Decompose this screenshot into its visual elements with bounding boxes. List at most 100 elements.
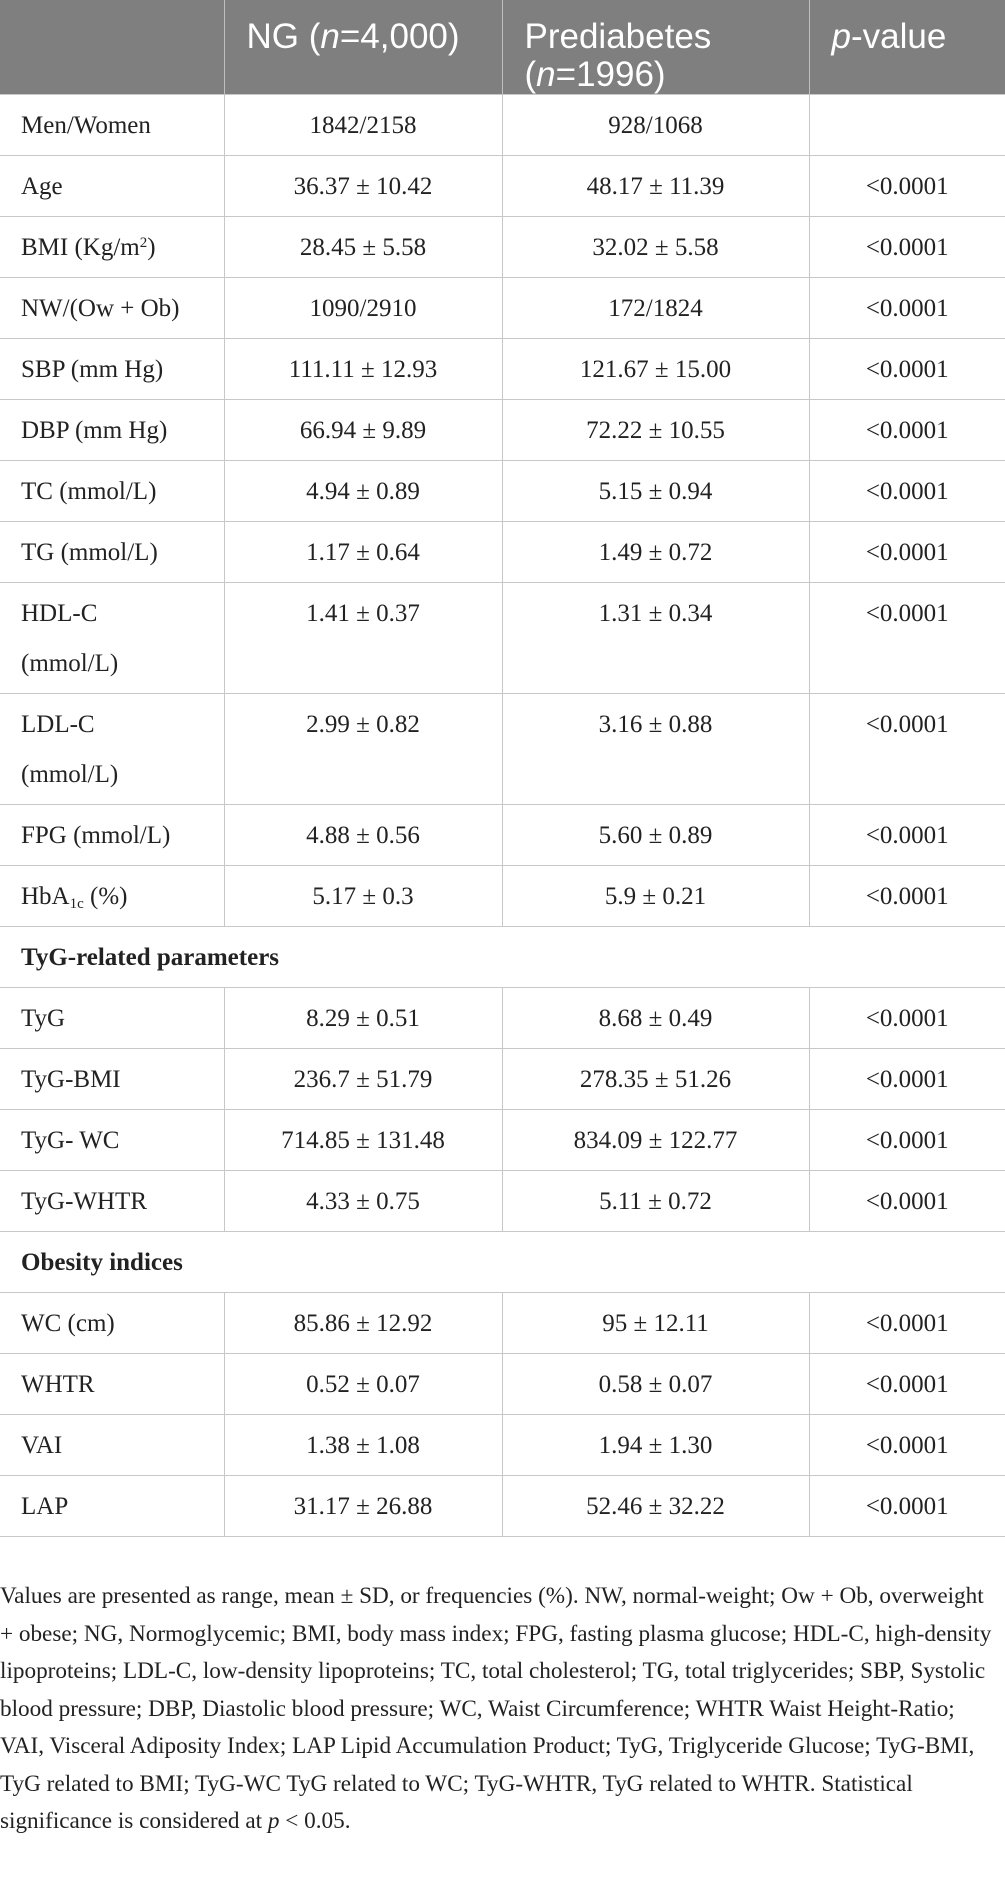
table-row: TC (mmol/L) 4.94 ± 0.89 5.15 ± 0.94 <0.0001 [0,460,1005,522]
header-cell-ng: NG (n=4,000) [224,0,503,95]
table-row: HbA1c (%) 5.17 ± 0.3 5.9 ± 0.21 <0.0001 [0,865,1005,927]
table-row: DBP (mm Hg) 66.94 ± 9.89 72.22 ± 10.55 <0.0… [0,399,1005,461]
ng-value: 28.45 ± 5.58 [223,216,503,278]
prediabetes-value: 928/1068 [501,94,810,156]
ng-value: 31.17 ± 26.88 [223,1475,503,1537]
prediabetes-value: 8.68 ± 0.49 [501,987,810,1049]
ng-value: 236.7 ± 51.79 [223,1048,503,1110]
ng-value: 1090/2910 [223,277,503,339]
prediabetes-value: 1.31 ± 0.34 [501,582,810,694]
header-row: NG (n=4,000) Prediabetes (n=1996) p-value [0,0,1005,95]
section-title: TyG-related parameters [0,926,1005,988]
table-row: LAP 31.17 ± 26.88 52.46 ± 32.22 <0.0001 [0,1475,1005,1537]
p-value: <0.0001 [808,865,1005,927]
p-value: <0.0001 [808,216,1005,278]
data-table: NG (n=4,000) Prediabetes (n=1996) p-value… [0,0,1005,1537]
table-body: Men/Women 1842/2158 928/1068 Age 36.37 ± 10.… [0,94,1005,1537]
ng-value: 8.29 ± 0.51 [223,987,503,1049]
row-label: HbA1c (%) [0,865,225,927]
prediabetes-value: 1.94 ± 1.30 [501,1414,810,1476]
table-row: WHTR 0.52 ± 0.07 0.58 ± 0.07 <0.0001 [0,1353,1005,1415]
header-cell-p-value: p-value [809,0,1005,95]
ng-value: 85.86 ± 12.92 [223,1292,503,1354]
prediabetes-value: 5.15 ± 0.94 [501,460,810,522]
prediabetes-value: 0.58 ± 0.07 [501,1353,810,1415]
prediabetes-value: 5.11 ± 0.72 [501,1170,810,1232]
ng-value: 1.17 ± 0.64 [223,521,503,583]
prediabetes-value: 72.22 ± 10.55 [501,399,810,461]
section-header-row: Obesity indices [0,1231,1005,1293]
row-label: TyG [0,987,225,1049]
ng-value: 5.17 ± 0.3 [223,865,503,927]
p-value: <0.0001 [808,1109,1005,1171]
p-value: <0.0001 [808,582,1005,694]
p-value: <0.0001 [808,277,1005,339]
ng-value: 4.88 ± 0.56 [223,804,503,866]
p-value: <0.0001 [808,1048,1005,1110]
p-value: <0.0001 [808,1414,1005,1476]
row-label: SBP (mm Hg) [0,338,225,400]
ng-value: 36.37 ± 10.42 [223,155,503,217]
ng-value: 1842/2158 [223,94,503,156]
prediabetes-value: 95 ± 12.11 [501,1292,810,1354]
prediabetes-value: 48.17 ± 11.39 [501,155,810,217]
p-value: <0.0001 [808,1475,1005,1537]
ng-value: 66.94 ± 9.89 [223,399,503,461]
ng-value: 2.99 ± 0.82 [223,693,503,805]
ng-value: 111.11 ± 12.93 [223,338,503,400]
section-header-row: TyG-related parameters [0,926,1005,988]
row-label: HDL-C (mmol/L) [0,582,225,694]
ng-value: 714.85 ± 131.48 [223,1109,503,1171]
row-label: BMI (Kg/m2) [0,216,225,278]
p-value: <0.0001 [808,460,1005,522]
table-row: FPG (mmol/L) 4.88 ± 0.56 5.60 ± 0.89 <0.000… [0,804,1005,866]
section-title: Obesity indices [0,1231,1005,1293]
p-value: <0.0001 [808,399,1005,461]
prediabetes-value: 5.60 ± 0.89 [501,804,810,866]
p-value [808,94,1005,156]
row-label: TyG-WHTR [0,1170,225,1232]
table-row: TyG 8.29 ± 0.51 8.68 ± 0.49 <0.0001 [0,987,1005,1049]
row-label: TC (mmol/L) [0,460,225,522]
p-value: <0.0001 [808,1170,1005,1232]
table-row: Men/Women 1842/2158 928/1068 [0,94,1005,156]
row-label: Age [0,155,225,217]
row-label: WHTR [0,1353,225,1415]
prediabetes-value: 3.16 ± 0.88 [501,693,810,805]
p-value: <0.0001 [808,987,1005,1049]
table-row: VAI 1.38 ± 1.08 1.94 ± 1.30 <0.0001 [0,1414,1005,1476]
table-row: TG (mmol/L) 1.17 ± 0.64 1.49 ± 0.72 <0.0001 [0,521,1005,583]
row-label: DBP (mm Hg) [0,399,225,461]
row-label: LAP [0,1475,225,1537]
table-footnote: Values are presented as range, mean ± SD… [0,1583,992,1834]
p-value: <0.0001 [808,693,1005,805]
row-label: TyG-BMI [0,1048,225,1110]
prediabetes-value: 172/1824 [501,277,810,339]
table-header: NG (n=4,000) Prediabetes (n=1996) p-value [0,0,1005,95]
p-value: <0.0001 [808,155,1005,217]
table-row: Age 36.37 ± 10.42 48.17 ± 11.39 <0.0001 [0,155,1005,217]
table-row: NW/(Ow + Ob) 1090/2910 172/1824 <0.0001 [0,277,1005,339]
ng-value: 4.33 ± 0.75 [223,1170,503,1232]
table-row: HDL-C (mmol/L) 1.41 ± 0.37 1.31 ± 0.34 <0.00… [0,582,1005,694]
ng-value: 1.41 ± 0.37 [223,582,503,694]
p-value: <0.0001 [808,1292,1005,1354]
row-label: Men/Women [0,94,225,156]
header-cell-prediabetes: Prediabetes (n=1996) [502,0,810,95]
table-row: SBP (mm Hg) 111.11 ± 12.93 121.67 ± 15.00 <… [0,338,1005,400]
p-value: <0.0001 [808,521,1005,583]
p-value: <0.0001 [808,1353,1005,1415]
row-label: WC (cm) [0,1292,225,1354]
row-label: NW/(Ow + Ob) [0,277,225,339]
prediabetes-value: 1.49 ± 0.72 [501,521,810,583]
p-value: <0.0001 [808,338,1005,400]
table-row: BMI (Kg/m2) 28.45 ± 5.58 32.02 ± 5.58 <0.00… [0,216,1005,278]
p-value: <0.0001 [808,804,1005,866]
prediabetes-value: 52.46 ± 32.22 [501,1475,810,1537]
ng-value: 0.52 ± 0.07 [223,1353,503,1415]
row-label: LDL-C (mmol/L) [0,693,225,805]
prediabetes-value: 278.35 ± 51.26 [501,1048,810,1110]
row-label: TyG- WC [0,1109,225,1171]
row-label: TG (mmol/L) [0,521,225,583]
ng-value: 1.38 ± 1.08 [223,1414,503,1476]
